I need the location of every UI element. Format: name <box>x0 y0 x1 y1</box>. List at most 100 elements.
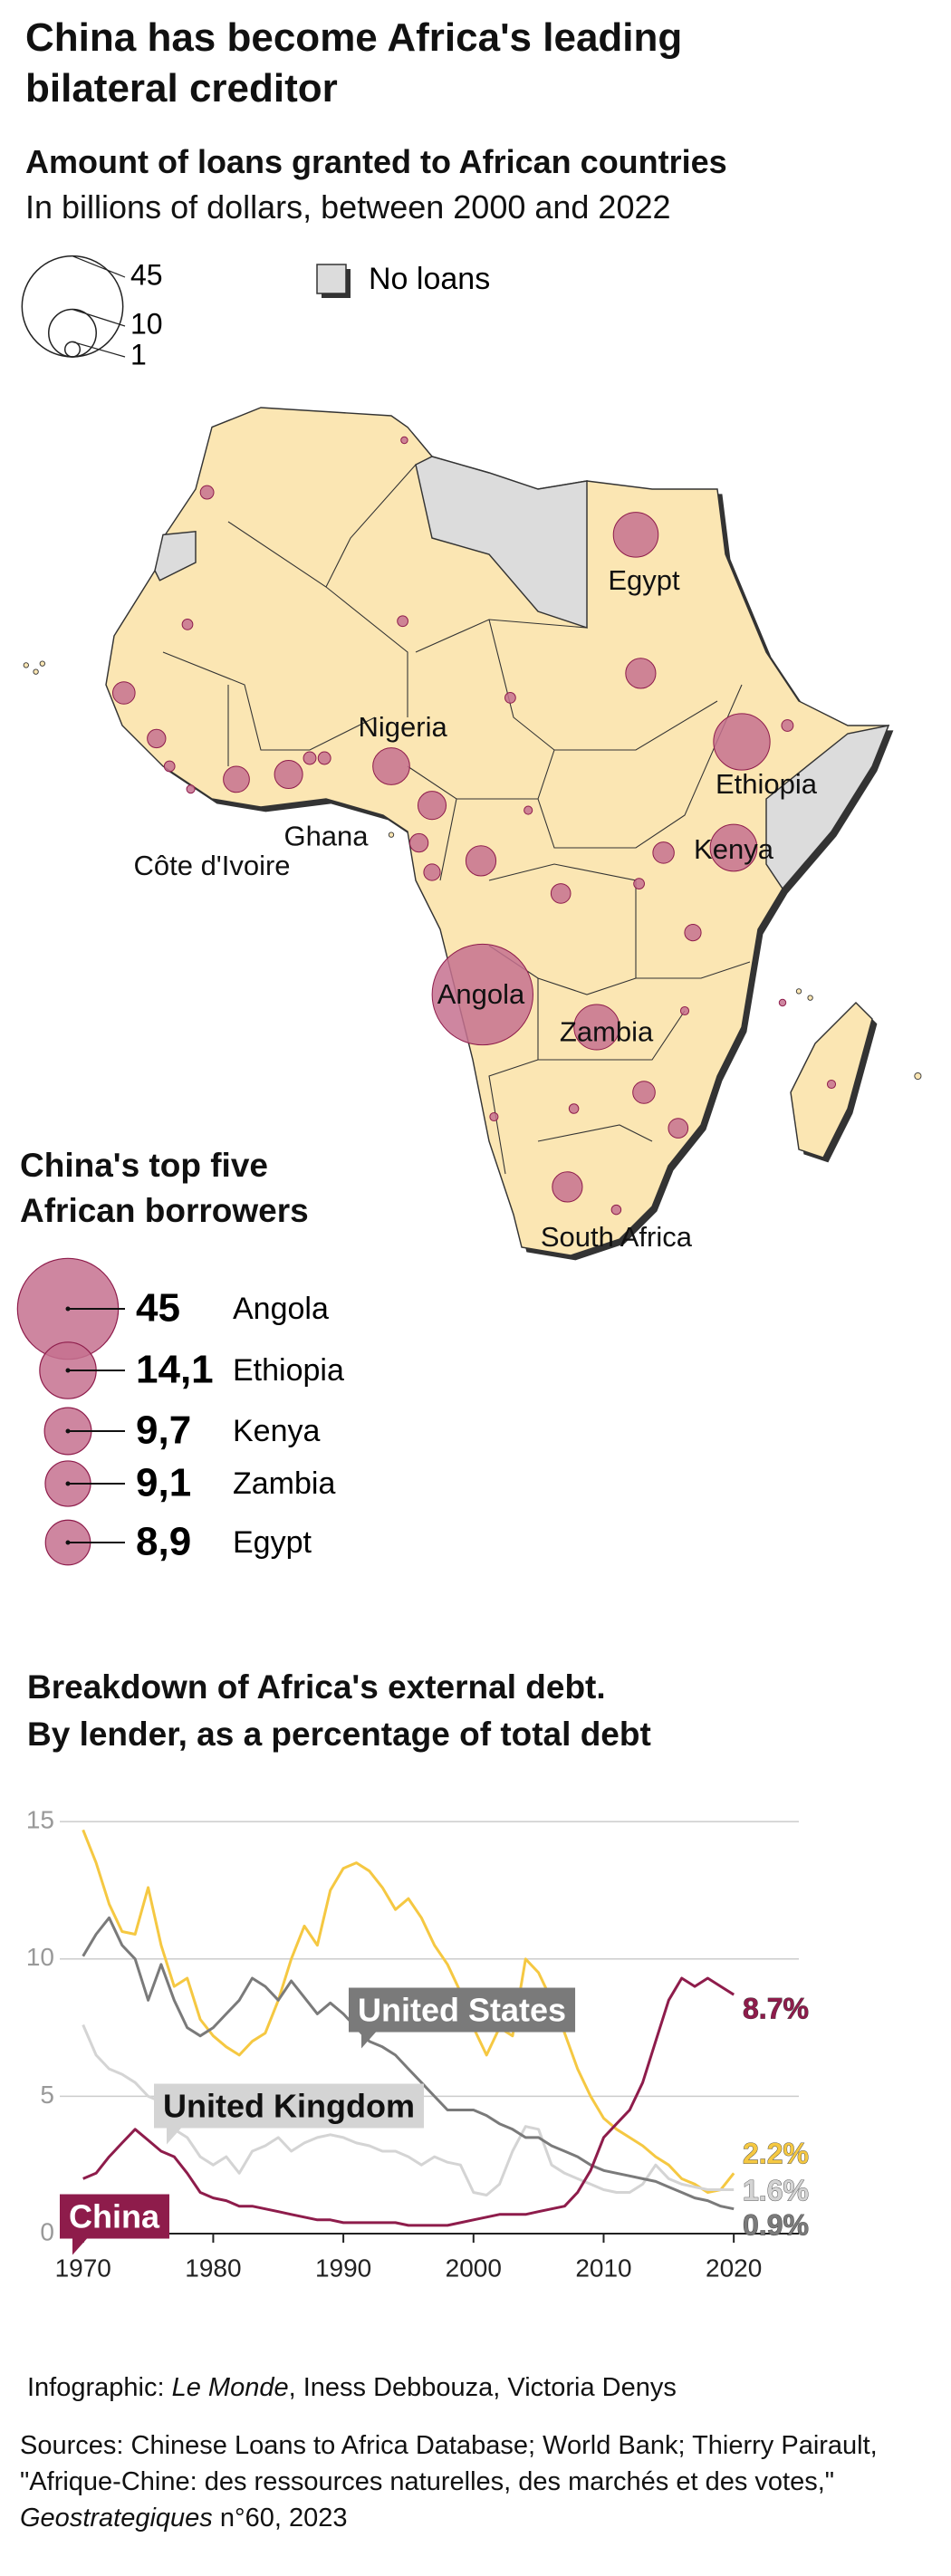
size-legend-leader <box>72 255 126 278</box>
series-label: United States <box>358 1992 566 2029</box>
loan-bubble <box>223 765 250 793</box>
series-label-box <box>60 2194 169 2239</box>
size-legend-label: 10 <box>130 307 163 340</box>
loan-bubble <box>625 658 657 689</box>
island <box>914 1072 922 1081</box>
country-label: Ghana <box>283 820 369 851</box>
no-loan-area <box>765 725 890 890</box>
y-tick-label: 0 <box>40 2217 54 2245</box>
credit-text: , Iness Debbouza, Victoria Denys <box>288 2373 677 2402</box>
loan-bubble <box>684 924 702 942</box>
series-line <box>82 2023 735 2196</box>
loan-bubble <box>181 619 194 630</box>
land <box>105 407 890 1256</box>
series-line <box>82 1976 735 2227</box>
no-loan-area <box>415 456 588 629</box>
x-tick-label: 1990 <box>315 2254 371 2282</box>
loan-bubble <box>274 759 303 790</box>
island <box>39 660 45 667</box>
x-tick-label: 1970 <box>55 2254 111 2282</box>
loan-bubble <box>423 863 441 881</box>
y-tick-label: 15 <box>26 1806 54 1834</box>
top-five-title: China's top five African borrowers <box>20 1147 309 1229</box>
island <box>807 995 813 1001</box>
loan-bubble <box>781 719 794 732</box>
size-legend-leader <box>72 341 126 358</box>
country-label: Côte d'Ivoire <box>133 850 290 881</box>
loan-bubble <box>713 713 771 771</box>
top-five-value: 8,9 <box>136 1520 191 1564</box>
sources-text: n°60, 2023 <box>219 2504 348 2533</box>
sources-text: Sources: Chinese Loans to Africa Databas… <box>20 2431 878 2496</box>
border <box>162 464 751 1175</box>
chart-title: Breakdown of Africa's external debt. <box>27 1668 606 1706</box>
sources: Sources: Chinese Loans to Africa Databas… <box>20 2427 889 2536</box>
size-legend-label: 45 <box>130 258 163 291</box>
loan-bubble <box>397 615 408 628</box>
country-label: Zambia <box>560 1015 654 1047</box>
top-five-name: Zambia <box>233 1466 335 1501</box>
series-label-box <box>154 2083 424 2129</box>
size-legend-circle <box>63 341 82 358</box>
sources-journal: Geostrategiques <box>20 2504 213 2533</box>
loan-bubble <box>632 1081 656 1104</box>
end-label: 1.6% <box>743 2174 809 2206</box>
series-label: United Kingdom <box>163 2088 415 2125</box>
no-loans-label: No loans <box>369 262 490 296</box>
series-label-pointer <box>72 2238 87 2255</box>
map-title: Amount of loans granted to African count… <box>25 143 727 180</box>
size-legend-leader <box>72 308 126 327</box>
end-label: 0.9% <box>743 2208 809 2241</box>
top-five-name: Kenya <box>233 1414 320 1448</box>
loan-bubble <box>186 784 196 794</box>
country-label: Angola <box>437 978 525 1010</box>
series-line <box>82 1916 735 2211</box>
credit-outlet: Le Monde <box>171 2373 289 2402</box>
loan-bubble <box>199 485 215 500</box>
loan-bubble <box>303 751 317 765</box>
series-label-box <box>349 1987 576 2033</box>
no-loan-area <box>154 531 197 582</box>
end-label: 2.2% <box>743 2137 809 2169</box>
loan-bubble <box>652 841 675 864</box>
island <box>388 831 395 838</box>
country-label: Ethiopia <box>716 768 818 800</box>
no-loans-swatch <box>316 264 347 294</box>
top-five-value: 9,7 <box>136 1408 191 1453</box>
series-label: China <box>69 2198 160 2235</box>
borders <box>162 464 751 1175</box>
top-five-name: Ethiopia <box>233 1353 344 1388</box>
loan-bubble <box>489 1111 499 1122</box>
island <box>795 988 802 995</box>
loan-bubble <box>417 791 447 821</box>
loan-bubble <box>668 1118 689 1139</box>
map-subtitle: In billions of dollars, between 2000 and… <box>25 188 671 226</box>
loan-bubble <box>431 943 533 1046</box>
loan-bubble <box>679 1005 690 1016</box>
chart-subtitle: By lender, as a percentage of total debt <box>27 1716 651 1753</box>
title: China has become Africa's leading bilate… <box>25 15 683 111</box>
x-tick-label: 2020 <box>706 2254 762 2282</box>
country-label: Nigeria <box>358 711 447 743</box>
loan-bubble <box>400 436 408 445</box>
size-legend-label: 1 <box>130 338 147 370</box>
series-label-pointer <box>361 2032 376 2049</box>
loan-bubble <box>111 681 136 705</box>
loan-bubble <box>573 1004 620 1051</box>
top-five-value: 45 <box>136 1286 180 1331</box>
loan-bubble <box>524 805 533 815</box>
country-label: Egypt <box>608 564 680 596</box>
credit-text: Infographic: <box>27 2373 165 2402</box>
loan-bubble <box>317 751 331 765</box>
no-loan-areas <box>154 456 890 890</box>
loan-bubble <box>465 845 497 877</box>
top-five-value: 9,1 <box>136 1461 191 1505</box>
loan-bubble <box>633 878 645 889</box>
top-five-name: Egypt <box>233 1525 312 1560</box>
size-legend-circle <box>48 308 97 358</box>
loan-bubble <box>504 692 516 704</box>
loan-bubble <box>612 512 659 558</box>
loan-bubble <box>826 1079 837 1090</box>
loan-bubble <box>372 747 410 785</box>
loan-bubble <box>550 883 572 904</box>
